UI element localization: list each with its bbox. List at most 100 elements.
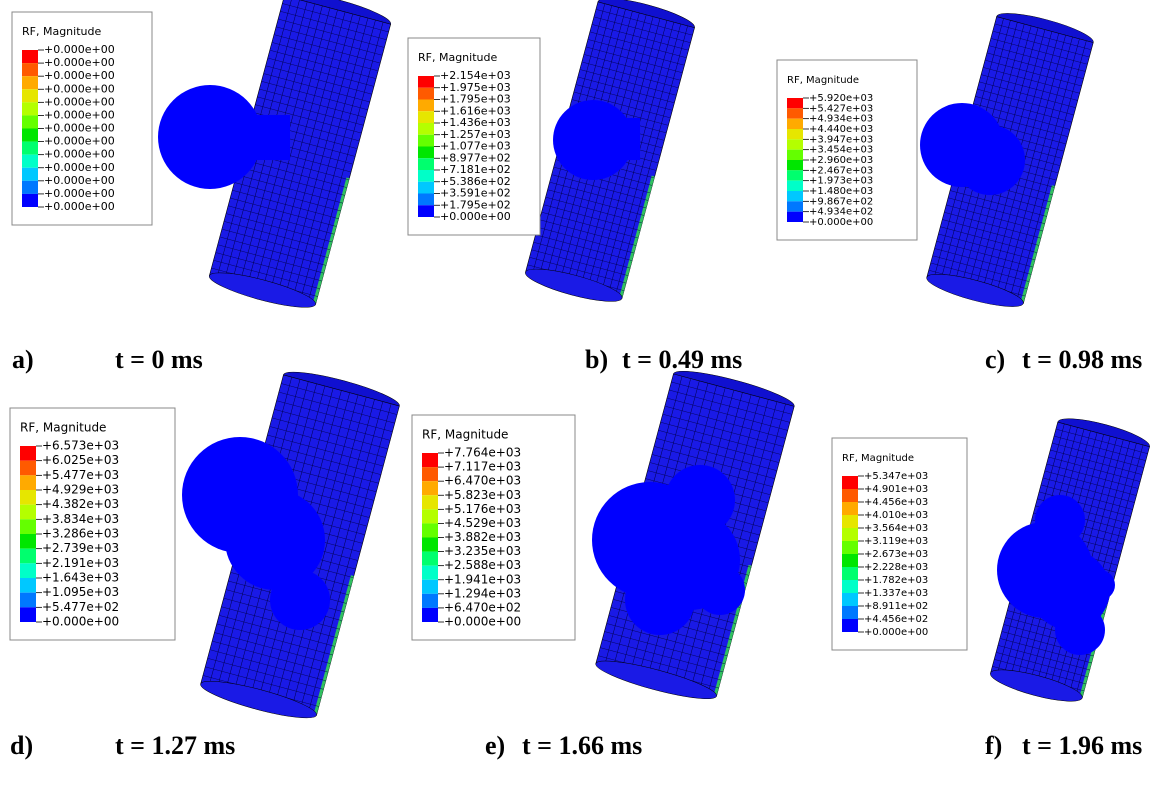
projectile (955, 125, 1025, 195)
legend-label: +0.000e+00 (44, 161, 115, 174)
legend-label: +7.117e+03 (444, 460, 521, 474)
legend-label: +5.477e+03 (42, 468, 119, 482)
legend-band (787, 119, 803, 129)
legend-band (418, 158, 434, 170)
legend-label: +2.673e+03 (864, 549, 928, 560)
legend-band (22, 142, 38, 155)
legend-band (20, 578, 36, 593)
legend-label: +5.176e+03 (444, 502, 521, 516)
legend-label: +3.882e+03 (444, 530, 521, 544)
legend-label: +0.000e+00 (44, 200, 115, 213)
legend-label: +0.000e+00 (42, 615, 119, 629)
legend-label: +0.000e+00 (44, 135, 115, 148)
legend-band (842, 489, 858, 502)
legend-label: +0.000e+00 (44, 108, 115, 121)
legend-label: +4.456e+03 (864, 497, 928, 508)
panel-label: b) (585, 345, 608, 374)
legend-band (20, 607, 36, 622)
panel-time: t = 1.66 ms (522, 731, 642, 760)
legend-label: +5.823e+03 (444, 488, 521, 502)
legend-label: +3.834e+03 (42, 512, 119, 526)
legend: RF, Magnitude+5.920e+03+5.427e+03+4.934e… (777, 60, 917, 240)
legend-band (422, 566, 438, 580)
legend-band (22, 194, 38, 207)
legend: RF, Magnitude+2.154e+03+1.975e+03+1.795e… (408, 38, 540, 235)
legend-label: +2.739e+03 (42, 541, 119, 555)
projectile (1085, 570, 1115, 600)
legend-band (20, 505, 36, 520)
legend-band (787, 150, 803, 160)
legend-label: +1.294e+03 (444, 586, 521, 600)
legend-band (418, 205, 434, 217)
legend-band (418, 100, 434, 112)
panel-label: f) (985, 731, 1002, 760)
legend-band (20, 519, 36, 534)
projectile (158, 85, 262, 189)
legend-band (20, 563, 36, 578)
legend-band (422, 509, 438, 523)
legend-label: +0.000e+00 (864, 627, 928, 638)
legend-band (22, 63, 38, 76)
legend-band (422, 594, 438, 608)
legend-label: +1.337e+03 (864, 588, 928, 599)
legend-band (842, 515, 858, 528)
legend-label: +2.191e+03 (42, 556, 119, 570)
legend-label: +4.929e+03 (42, 483, 119, 497)
legend-band (22, 181, 38, 194)
legend-label: +0.000e+00 (809, 217, 873, 228)
legend-band (22, 89, 38, 102)
legend-band (418, 182, 434, 194)
legend: RF, Magnitude+6.573e+03+6.025e+03+5.477e… (10, 408, 175, 640)
legend-band (422, 523, 438, 537)
legend-band (422, 481, 438, 495)
legend-band (842, 567, 858, 580)
legend-band (22, 76, 38, 89)
legend-band (422, 608, 438, 622)
legend-label: +4.010e+03 (864, 510, 928, 521)
legend-band (422, 495, 438, 509)
legend-band (22, 50, 38, 63)
legend-label: +4.382e+03 (42, 497, 119, 511)
legend-band (787, 139, 803, 149)
legend-label: +0.000e+00 (44, 56, 115, 69)
panel-label: d) (10, 731, 33, 760)
legend: RF, Magnitude+7.764e+03+7.117e+03+6.470e… (412, 415, 575, 640)
panel-time: t = 0.98 ms (1022, 345, 1142, 374)
legend-label: +3.286e+03 (42, 527, 119, 541)
legend-band (20, 446, 36, 461)
legend-band (418, 170, 434, 182)
projectile (235, 445, 285, 495)
legend-band (22, 115, 38, 128)
legend-label: +5.477e+02 (42, 600, 119, 614)
legend: RF, Magnitude+0.000e+00+0.000e+00+0.000e… (12, 12, 152, 225)
legend-band (787, 98, 803, 108)
projectile (625, 565, 695, 635)
legend-label: +0.000e+00 (440, 210, 511, 223)
legend-band (787, 129, 803, 139)
projectile (695, 565, 745, 615)
legend-title: RF, Magnitude (422, 428, 508, 442)
legend-label: +3.119e+03 (864, 536, 928, 547)
legend-band (842, 619, 858, 632)
legend-label: +5.347e+03 (864, 471, 928, 482)
legend-label: +0.000e+00 (44, 148, 115, 161)
panel-label: e) (485, 731, 505, 760)
legend-band (418, 123, 434, 135)
legend-label: +3.235e+03 (444, 544, 521, 558)
legend-band (22, 129, 38, 142)
legend-band (787, 191, 803, 201)
legend-title: RF, Magnitude (787, 75, 859, 86)
legend-label: +0.000e+00 (44, 82, 115, 95)
legend-band (22, 155, 38, 168)
panel-label: c) (985, 345, 1005, 374)
panel-time: t = 1.96 ms (1022, 731, 1142, 760)
panel-time: t = 0 ms (115, 345, 203, 374)
legend-band (22, 102, 38, 115)
legend-label: +0.000e+00 (44, 43, 115, 56)
legend-band (842, 476, 858, 489)
legend-band (787, 181, 803, 191)
legend-band (842, 580, 858, 593)
legend-band (20, 475, 36, 490)
legend-label: +0.000e+00 (44, 174, 115, 187)
legend-label: +4.901e+03 (864, 484, 928, 495)
